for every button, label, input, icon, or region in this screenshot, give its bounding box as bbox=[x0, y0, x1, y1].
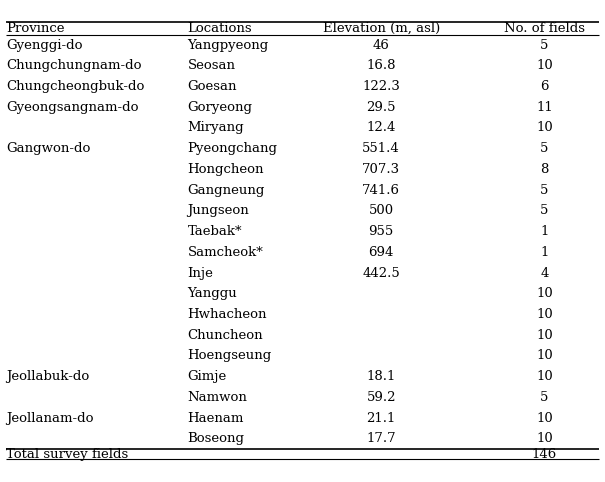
Text: 5: 5 bbox=[540, 391, 549, 404]
Text: 1: 1 bbox=[540, 225, 549, 238]
Text: 146: 146 bbox=[532, 448, 557, 460]
Text: 5: 5 bbox=[540, 142, 549, 155]
Text: 707.3: 707.3 bbox=[362, 163, 401, 176]
Text: 12.4: 12.4 bbox=[367, 121, 396, 134]
Text: Taebak*: Taebak* bbox=[188, 225, 242, 238]
Text: Gyeongsangnam-do: Gyeongsangnam-do bbox=[6, 101, 139, 114]
Text: 16.8: 16.8 bbox=[367, 59, 396, 72]
Text: Gangneung: Gangneung bbox=[188, 184, 265, 197]
Text: 551.4: 551.4 bbox=[362, 142, 400, 155]
Text: Pyeongchang: Pyeongchang bbox=[188, 142, 278, 155]
Text: Gyenggi-do: Gyenggi-do bbox=[6, 39, 82, 52]
Text: Goesan: Goesan bbox=[188, 80, 237, 93]
Text: No. of fields: No. of fields bbox=[504, 22, 585, 35]
Text: Haenam: Haenam bbox=[188, 412, 244, 425]
Text: Gimje: Gimje bbox=[188, 370, 227, 383]
Text: 10: 10 bbox=[536, 59, 553, 72]
Text: 10: 10 bbox=[536, 121, 553, 134]
Text: 5: 5 bbox=[540, 184, 549, 197]
Text: 5: 5 bbox=[540, 204, 549, 217]
Text: Jungseon: Jungseon bbox=[188, 204, 249, 217]
Text: Jeollanam-do: Jeollanam-do bbox=[6, 412, 94, 425]
Text: 10: 10 bbox=[536, 432, 553, 445]
Text: Total survey fields: Total survey fields bbox=[6, 448, 128, 460]
Text: Hongcheon: Hongcheon bbox=[188, 163, 264, 176]
Text: 955: 955 bbox=[368, 225, 394, 238]
Text: Goryeong: Goryeong bbox=[188, 101, 252, 114]
Text: Miryang: Miryang bbox=[188, 121, 244, 134]
Text: Jeollabuk-do: Jeollabuk-do bbox=[6, 370, 90, 383]
Text: 21.1: 21.1 bbox=[367, 412, 396, 425]
Text: 4: 4 bbox=[540, 267, 549, 280]
Text: 1: 1 bbox=[540, 246, 549, 259]
Text: Seosan: Seosan bbox=[188, 59, 235, 72]
Text: 46: 46 bbox=[373, 39, 390, 52]
Text: Yanggu: Yanggu bbox=[188, 287, 237, 300]
Text: Hoengseung: Hoengseung bbox=[188, 349, 272, 362]
Text: 10: 10 bbox=[536, 329, 553, 342]
Text: Chungcheongbuk-do: Chungcheongbuk-do bbox=[6, 80, 145, 93]
Text: Elevation (m, asl): Elevation (m, asl) bbox=[322, 22, 440, 35]
Text: 741.6: 741.6 bbox=[362, 184, 400, 197]
Text: Inje: Inje bbox=[188, 267, 214, 280]
Text: Samcheok*: Samcheok* bbox=[188, 246, 263, 259]
Text: 11: 11 bbox=[536, 101, 553, 114]
Text: Chungchungnam-do: Chungchungnam-do bbox=[6, 59, 142, 72]
Text: 10: 10 bbox=[536, 349, 553, 362]
Text: 29.5: 29.5 bbox=[367, 101, 396, 114]
Text: Gangwon-do: Gangwon-do bbox=[6, 142, 90, 155]
Text: 10: 10 bbox=[536, 287, 553, 300]
Text: 10: 10 bbox=[536, 412, 553, 425]
Text: 5: 5 bbox=[540, 39, 549, 52]
Text: 18.1: 18.1 bbox=[367, 370, 396, 383]
Text: 122.3: 122.3 bbox=[362, 80, 400, 93]
Text: Hwhacheon: Hwhacheon bbox=[188, 308, 267, 321]
Text: 6: 6 bbox=[540, 80, 549, 93]
Text: 500: 500 bbox=[368, 204, 394, 217]
Text: 10: 10 bbox=[536, 370, 553, 383]
Text: 8: 8 bbox=[540, 163, 549, 176]
Text: 442.5: 442.5 bbox=[362, 267, 400, 280]
Text: Chuncheon: Chuncheon bbox=[188, 329, 263, 342]
Text: Boseong: Boseong bbox=[188, 432, 244, 445]
Text: 59.2: 59.2 bbox=[367, 391, 396, 404]
Text: 17.7: 17.7 bbox=[367, 432, 396, 445]
Text: Province: Province bbox=[6, 22, 65, 35]
Text: Yangpyeong: Yangpyeong bbox=[188, 39, 269, 52]
Text: Namwon: Namwon bbox=[188, 391, 247, 404]
Text: Locations: Locations bbox=[188, 22, 252, 35]
Text: 694: 694 bbox=[368, 246, 394, 259]
Text: 10: 10 bbox=[536, 308, 553, 321]
